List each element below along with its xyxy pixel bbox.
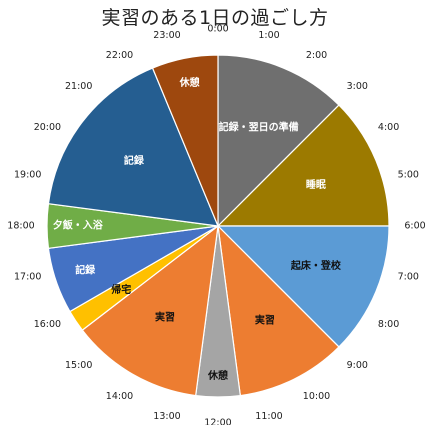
slice-label: 休憩 [207, 369, 228, 382]
hour-tick-label: 18:00 [7, 221, 34, 232]
pie-slice [216, 104, 390, 227]
hour-tick-label: 16:00 [34, 319, 61, 330]
hour-tick-label: 21:00 [65, 81, 92, 92]
hour-tick-label: 17:00 [14, 272, 41, 283]
hour-tick-label: 11:00 [255, 411, 282, 422]
hour-tick-label: 4:00 [378, 122, 399, 133]
chart-title: 実習のある1日の過ごし方 [101, 7, 329, 29]
hour-tick-label: 10:00 [303, 391, 330, 402]
slice-label: 実習 [255, 314, 275, 327]
pie-slice [81, 224, 219, 397]
hour-tick-label: 23:00 [153, 30, 180, 41]
hour-tick-label: 15:00 [65, 360, 92, 371]
hour-tick-label: 12:00 [204, 418, 231, 425]
slice-label: 実習 [155, 310, 175, 323]
slice-label: 睡眠 [306, 178, 326, 191]
hour-tick-label: 5:00 [398, 170, 419, 181]
hour-tick-label: 22:00 [106, 50, 133, 61]
hour-tick-label: 2:00 [306, 50, 327, 61]
hour-tick-label: 1:00 [258, 30, 279, 41]
slice-label: 起床・登校 [290, 259, 342, 272]
hour-tick-label: 20:00 [34, 122, 61, 133]
slice-label: 記録・翌日の準備 [219, 121, 299, 134]
hour-tick-label: 13:00 [153, 411, 180, 422]
hour-tick-label: 19:00 [14, 170, 41, 181]
pie-slice [217, 224, 340, 397]
hour-tick-label: 6:00 [404, 221, 425, 232]
slice-label: 記録 [75, 264, 96, 277]
hour-tick-label: 9:00 [347, 360, 368, 371]
pie-slice [216, 225, 390, 348]
pie-slice [151, 54, 219, 227]
slice-label: 帰宅 [111, 283, 131, 296]
slice-label: 休憩 [179, 76, 200, 89]
slice-label: 夕飯・入浴 [53, 219, 104, 232]
pie-slice [47, 67, 219, 227]
slices-layer [46, 54, 390, 398]
pie-slice [217, 54, 340, 228]
hour-tick-label: 7:00 [398, 272, 419, 283]
hour-tick-label: 3:00 [347, 81, 368, 92]
hour-tick-label: 14:00 [106, 391, 133, 402]
hour-tick-label: 8:00 [378, 319, 399, 330]
hour-tick-label: 0:00 [207, 24, 228, 35]
slice-label: 記録 [124, 154, 145, 167]
hour-labels-layer: 0:00 1:00 2:00 3:00 4:00 5:00 6:00 7:00 8:00 9:00… [7, 24, 425, 425]
